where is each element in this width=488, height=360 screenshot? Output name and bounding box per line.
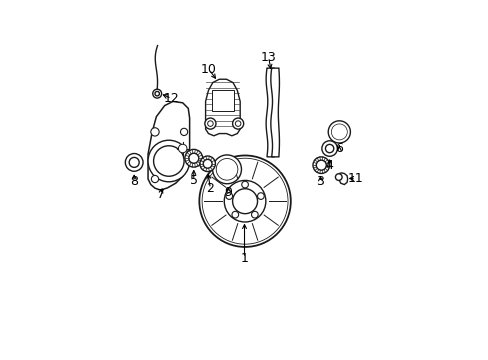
Circle shape — [180, 128, 187, 135]
Circle shape — [152, 89, 162, 98]
Circle shape — [151, 175, 158, 183]
Text: 1: 1 — [240, 252, 248, 265]
Circle shape — [335, 174, 342, 180]
Circle shape — [225, 193, 232, 199]
Circle shape — [148, 140, 189, 182]
Text: 5: 5 — [189, 174, 197, 187]
Text: 9: 9 — [224, 186, 232, 199]
Text: 10: 10 — [201, 63, 217, 76]
Circle shape — [327, 121, 350, 143]
Circle shape — [241, 181, 248, 188]
Circle shape — [207, 121, 213, 126]
Circle shape — [199, 156, 290, 247]
Circle shape — [316, 160, 325, 170]
Circle shape — [231, 211, 238, 218]
Text: 3: 3 — [316, 175, 324, 188]
Circle shape — [204, 118, 216, 129]
Circle shape — [251, 211, 258, 218]
Polygon shape — [212, 90, 233, 111]
Circle shape — [150, 128, 159, 136]
Polygon shape — [265, 68, 274, 157]
Polygon shape — [338, 173, 347, 185]
Text: 11: 11 — [347, 172, 363, 185]
Text: 12: 12 — [163, 92, 179, 105]
Text: 4: 4 — [325, 159, 333, 172]
Text: 6: 6 — [335, 142, 343, 155]
Circle shape — [224, 180, 265, 222]
Circle shape — [331, 124, 346, 140]
Circle shape — [212, 155, 241, 184]
Text: 2: 2 — [206, 182, 214, 195]
Circle shape — [216, 158, 237, 180]
Circle shape — [178, 144, 186, 153]
Circle shape — [332, 125, 346, 139]
Circle shape — [155, 91, 159, 96]
Text: 8: 8 — [130, 175, 138, 188]
Circle shape — [232, 189, 257, 214]
Circle shape — [321, 141, 337, 156]
Text: 13: 13 — [260, 50, 276, 64]
Circle shape — [257, 193, 264, 199]
Polygon shape — [205, 79, 240, 136]
Circle shape — [200, 156, 215, 172]
Circle shape — [312, 157, 329, 174]
Circle shape — [129, 157, 139, 167]
Circle shape — [125, 153, 143, 171]
Circle shape — [235, 121, 241, 126]
Polygon shape — [148, 102, 189, 190]
Text: 7: 7 — [156, 188, 164, 201]
Polygon shape — [270, 68, 279, 157]
Circle shape — [188, 153, 198, 163]
Circle shape — [153, 146, 183, 176]
Circle shape — [232, 118, 243, 129]
Circle shape — [325, 144, 333, 153]
Circle shape — [217, 160, 236, 179]
Circle shape — [203, 159, 212, 168]
Circle shape — [202, 158, 287, 244]
Circle shape — [184, 149, 202, 167]
